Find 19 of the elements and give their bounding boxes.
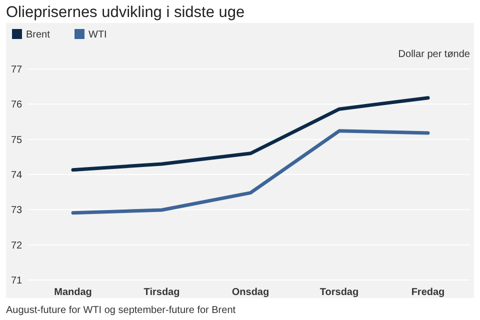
x-tick-label: Mandag <box>54 287 92 298</box>
y-axis-title: Dollar per tønde <box>398 49 470 60</box>
x-tick-label: Onsdag <box>232 287 270 298</box>
line-series <box>71 96 430 172</box>
x-tick-label: Torsdag <box>320 287 359 298</box>
legend-label: Brent <box>26 30 50 40</box>
y-tick-label: 74 <box>11 170 23 181</box>
y-tick-label: 72 <box>11 240 23 252</box>
chart-title: Olieprisernes udvikling i sidste uge <box>6 4 245 21</box>
legend-label: WTI <box>88 30 107 40</box>
y-tick-label: 75 <box>11 134 23 146</box>
y-tick-label: 77 <box>11 64 23 76</box>
line-series <box>71 129 430 215</box>
x-tick-label: Tirsdag <box>144 287 180 298</box>
y-tick-label: 73 <box>11 205 23 216</box>
x-tick-label: Fredag <box>411 287 445 298</box>
y-tick-label: 76 <box>11 100 23 111</box>
y-tick-label: 71 <box>11 276 23 286</box>
text: August-future for WTI og september-future for Brent <box>6 305 236 316</box>
